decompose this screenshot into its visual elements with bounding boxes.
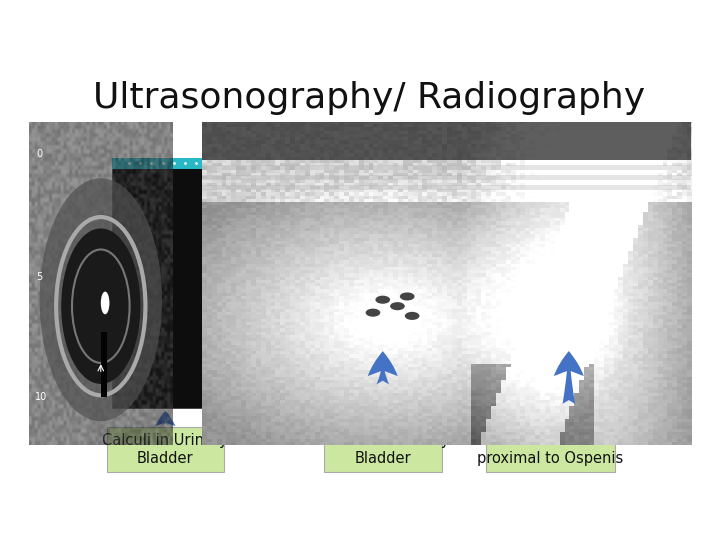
Text: 5: 5 xyxy=(36,272,42,282)
Text: 0: 0 xyxy=(36,149,42,159)
Bar xyxy=(202,175,691,180)
Bar xyxy=(202,165,691,170)
Text: Ultrasonography/ Radiography: Ultrasonography/ Radiography xyxy=(93,82,645,116)
Bar xyxy=(101,332,107,397)
Ellipse shape xyxy=(405,312,420,320)
FancyBboxPatch shape xyxy=(324,427,441,472)
Ellipse shape xyxy=(61,228,140,384)
Ellipse shape xyxy=(390,302,405,310)
Text: Distended Urinary
Bladder: Distended Urinary Bladder xyxy=(316,433,449,465)
Ellipse shape xyxy=(375,296,390,303)
FancyBboxPatch shape xyxy=(107,427,224,472)
Text: 10: 10 xyxy=(35,392,47,402)
Text: Calculi in urethra
proximal to Ospenis: Calculi in urethra proximal to Ospenis xyxy=(477,433,624,465)
Bar xyxy=(202,122,691,160)
Ellipse shape xyxy=(366,309,380,316)
Ellipse shape xyxy=(101,292,109,314)
Ellipse shape xyxy=(40,178,162,421)
Text: Calculi in Urinary
Bladder: Calculi in Urinary Bladder xyxy=(102,433,228,465)
FancyBboxPatch shape xyxy=(112,158,224,408)
FancyBboxPatch shape xyxy=(112,158,224,169)
Ellipse shape xyxy=(400,293,415,300)
FancyBboxPatch shape xyxy=(486,427,615,472)
Bar xyxy=(202,185,691,190)
